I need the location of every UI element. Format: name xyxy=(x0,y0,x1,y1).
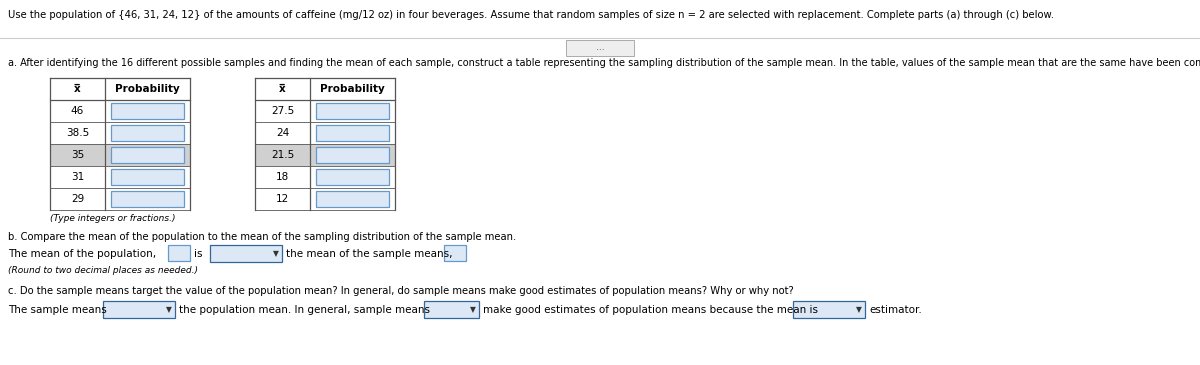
Text: c. Do the sample means target the value of the population mean? In general, do s: c. Do the sample means target the value … xyxy=(8,286,793,296)
FancyBboxPatch shape xyxy=(168,245,190,261)
Text: 46: 46 xyxy=(71,106,84,116)
Text: ▼: ▼ xyxy=(274,249,278,258)
FancyBboxPatch shape xyxy=(566,40,634,56)
FancyBboxPatch shape xyxy=(210,245,282,262)
FancyBboxPatch shape xyxy=(316,125,389,141)
Text: 12: 12 xyxy=(276,194,289,204)
Text: 21.5: 21.5 xyxy=(271,150,294,160)
Text: (Round to two decimal places as needed.): (Round to two decimal places as needed.) xyxy=(8,266,198,275)
Text: Probability: Probability xyxy=(115,84,180,94)
Text: 35: 35 xyxy=(71,150,84,160)
Text: make good estimates of population means because the mean is: make good estimates of population means … xyxy=(482,305,818,315)
FancyBboxPatch shape xyxy=(112,147,184,163)
FancyBboxPatch shape xyxy=(112,191,184,207)
Text: 27.5: 27.5 xyxy=(271,106,294,116)
Text: the mean of the sample means,: the mean of the sample means, xyxy=(286,249,452,259)
FancyBboxPatch shape xyxy=(424,301,479,318)
Text: x̅: x̅ xyxy=(74,84,80,94)
Text: The sample means: The sample means xyxy=(8,305,107,315)
FancyBboxPatch shape xyxy=(112,103,184,119)
Text: estimator.: estimator. xyxy=(869,305,922,315)
FancyBboxPatch shape xyxy=(316,147,389,163)
FancyBboxPatch shape xyxy=(112,125,184,141)
Text: Probability: Probability xyxy=(320,84,385,94)
Text: Use the population of {46, 31, 24, 12} of the amounts of caffeine (mg/12 oz) in : Use the population of {46, 31, 24, 12} o… xyxy=(8,10,1054,20)
Text: 29: 29 xyxy=(71,194,84,204)
Text: 24: 24 xyxy=(276,128,289,138)
FancyBboxPatch shape xyxy=(50,144,190,166)
Text: The mean of the population,: The mean of the population, xyxy=(8,249,156,259)
FancyBboxPatch shape xyxy=(316,169,389,185)
Text: ▼: ▼ xyxy=(166,305,172,314)
FancyBboxPatch shape xyxy=(256,144,395,166)
FancyBboxPatch shape xyxy=(316,103,389,119)
FancyBboxPatch shape xyxy=(112,169,184,185)
Text: ...: ... xyxy=(595,43,605,53)
Text: ▼: ▼ xyxy=(470,305,476,314)
FancyBboxPatch shape xyxy=(793,301,865,318)
FancyBboxPatch shape xyxy=(316,191,389,207)
Text: 31: 31 xyxy=(71,172,84,182)
FancyBboxPatch shape xyxy=(103,301,175,318)
Text: (Type integers or fractions.): (Type integers or fractions.) xyxy=(50,214,175,223)
Text: 38.5: 38.5 xyxy=(66,128,89,138)
Text: a. After identifying the 16 different possible samples and finding the mean of e: a. After identifying the 16 different po… xyxy=(8,58,1200,68)
Text: 18: 18 xyxy=(276,172,289,182)
Text: is: is xyxy=(194,249,203,259)
Text: ▼: ▼ xyxy=(856,305,862,314)
FancyBboxPatch shape xyxy=(444,245,466,261)
Text: the population mean. In general, sample means: the population mean. In general, sample … xyxy=(179,305,430,315)
Text: x̅: x̅ xyxy=(280,84,286,94)
Text: b. Compare the mean of the population to the mean of the sampling distribution o: b. Compare the mean of the population to… xyxy=(8,232,516,242)
